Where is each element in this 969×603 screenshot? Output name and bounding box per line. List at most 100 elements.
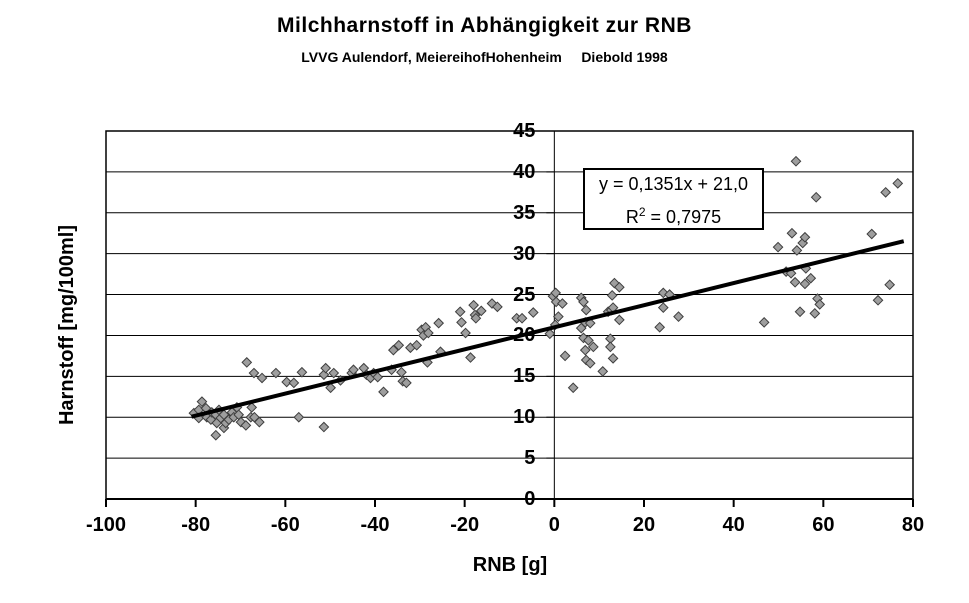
data-point [378,386,389,398]
data-point [348,364,359,376]
trendline [191,239,905,419]
data-point [613,314,625,326]
data-point [597,366,609,377]
data-point [791,245,803,256]
data-point [786,227,798,239]
data-point [799,231,811,243]
x-tick-label: -80 [181,514,211,536]
y-tick-label: 30 [513,242,536,265]
x-tick-label: 40 [722,514,745,536]
data-point [454,306,466,318]
trendline-equation: y = 0,1351x + 21,0 [598,174,749,194]
x-tick-label: 60 [812,514,835,536]
data-point [758,316,770,328]
data-point [607,302,619,314]
data-point [790,155,802,167]
trendline-equation-box: y = 0,1351x + 21,0 R2 = 0,7975 [583,168,764,230]
x-tick-label: -100 [85,514,127,536]
data-point [401,377,412,389]
data-point [880,186,892,198]
data-point [328,367,340,379]
data-point [578,296,589,308]
y-tick-label: 10 [513,406,536,429]
y-tick-label: 35 [513,201,536,224]
data-point [605,341,616,353]
data-point [296,366,308,378]
data-point [805,272,817,284]
data-point [288,377,300,389]
data-point [270,367,282,379]
chart-subtitle: LVVG Aulendorf, MeiereihofHohenheim Dieb… [301,49,668,65]
data-point [654,321,666,333]
data-point [584,357,596,369]
data-point [210,429,222,441]
data-point [248,367,260,379]
data-point [196,396,208,408]
data-point [325,382,336,394]
data-point [580,304,592,316]
data-point [241,357,253,368]
data-point [492,301,503,313]
chart-title: Milchharnstoff in Abhängigkeit zur RNB [277,14,692,37]
data-point [607,352,619,364]
data-point [799,278,811,290]
data-point [456,316,467,328]
data-point [872,294,884,306]
data-point [613,281,625,293]
data-point [884,279,896,291]
data-point [433,317,445,329]
data-point [583,334,594,346]
data-point [193,404,205,416]
y-tick-label: 20 [513,324,536,347]
x-tick-label: -20 [450,514,480,536]
data-point [460,327,471,339]
data-point [772,241,784,253]
data-point [516,312,528,324]
data-point [527,307,539,318]
x-tick-label: 0 [548,514,560,536]
x-tick-label: 80 [901,514,925,536]
plot-border [105,130,914,500]
data-point [411,339,423,351]
x-tick-label: 20 [632,514,656,536]
data-point [511,312,523,324]
data-point [470,312,482,324]
data-point [246,402,258,413]
data-point [422,327,434,339]
x-tick-label: -40 [360,514,390,536]
data-point [388,344,399,356]
data-point [253,416,265,428]
data-point [579,344,591,356]
data-point [372,371,384,383]
data-point [281,376,293,388]
y-tick-label: 15 [513,365,536,388]
data-point [657,302,669,314]
data-point [810,191,822,203]
r-squared-value: R2 = 0,7975 [625,205,722,227]
y-tick-label: 0 [524,488,536,510]
data-point [320,362,332,374]
data-point [789,276,801,288]
x-axis-title: RNB [g] [472,554,548,576]
superscript-2: 2 [638,205,646,219]
data-point [606,289,618,301]
y-tick-label: 40 [513,160,536,183]
data-point [465,352,476,363]
data-point [673,311,684,323]
data-point [468,299,480,311]
data-point [293,411,305,423]
data-point [256,372,268,384]
data-point [552,311,564,323]
data-point [557,298,568,309]
data-point [892,177,904,189]
data-point [814,298,826,310]
data-point [794,306,806,318]
data-point [559,350,571,362]
y-tick-label: 45 [513,120,536,142]
data-point [544,328,556,340]
y-tick-label: 25 [513,283,536,306]
data-point [240,420,252,431]
data-point [605,333,616,345]
data-point [550,287,562,299]
